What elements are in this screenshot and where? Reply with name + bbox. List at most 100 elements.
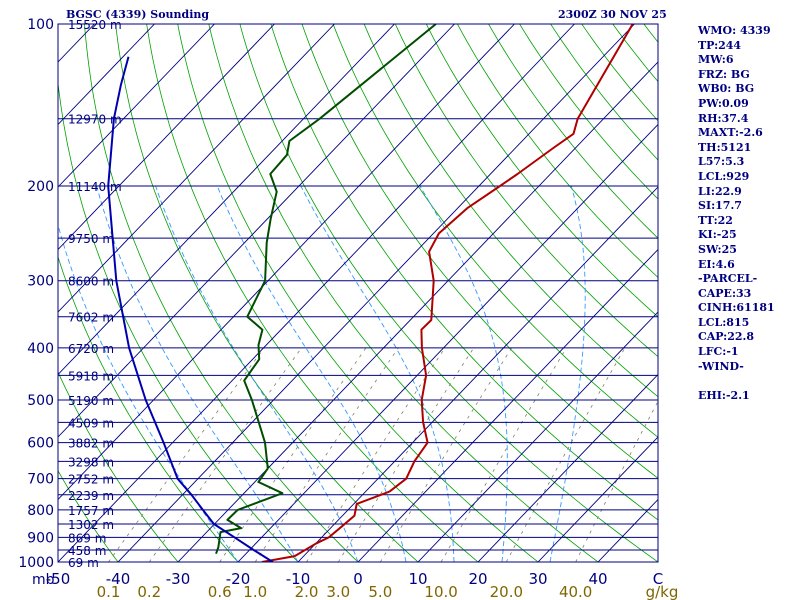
chart-timestamp: 2300Z 30 NOV 25 bbox=[558, 8, 667, 21]
moist-adiabat-line bbox=[96, 185, 299, 562]
height-label: 12970 m bbox=[68, 113, 122, 127]
index-item: KI:-25 bbox=[698, 228, 737, 242]
dry-adiabat-line bbox=[550, 24, 658, 161]
height-label: 7602 m bbox=[68, 311, 114, 325]
isotherm-line bbox=[58, 24, 575, 562]
dry-adiabat-line bbox=[58, 470, 119, 562]
pressure-tick-label: 1000 bbox=[18, 555, 54, 571]
height-label: 69 m bbox=[68, 556, 99, 570]
isotherm-line bbox=[58, 24, 215, 188]
height-label: 1757 m bbox=[68, 504, 114, 518]
dry-adiabat-line bbox=[519, 24, 658, 200]
isotherm-line bbox=[357, 248, 658, 562]
isotherm-line bbox=[58, 24, 455, 438]
height-label: 3882 m bbox=[68, 437, 114, 451]
dry-adiabat-line bbox=[488, 24, 658, 239]
plot-frame bbox=[57, 23, 659, 563]
isotherm-line bbox=[58, 24, 155, 126]
temperature-tick-label: 30 bbox=[528, 570, 547, 588]
index-item: CINH:61181 bbox=[698, 301, 775, 315]
dry-adiabat-line bbox=[332, 24, 658, 438]
mixing-ratio-label: 2.0 bbox=[295, 583, 319, 600]
mixing-ratio-lines bbox=[108, 347, 658, 562]
dry-adiabat-line bbox=[58, 255, 239, 562]
isotherms bbox=[58, 24, 658, 562]
pressure-tick-label: 200 bbox=[27, 179, 54, 195]
index-item: CAPE:33 bbox=[698, 286, 752, 300]
index-item: TP:244 bbox=[698, 38, 742, 52]
index-item: -PARCEL- bbox=[698, 272, 758, 286]
mixing-ratio-labels: 0.1 0.2 0.6 1.0 2.0 3.0 5.0 10.0 20.0 40.0 g/kg bbox=[97, 583, 679, 600]
temperature-tick-label: C bbox=[653, 570, 663, 588]
moist-adiabat-line bbox=[300, 185, 455, 562]
height-label: 1302 m bbox=[68, 518, 114, 532]
moist-adiabat-line bbox=[216, 185, 407, 562]
isobars bbox=[58, 23, 658, 563]
index-item: LCL:929 bbox=[698, 169, 750, 183]
index-item: LFC:-1 bbox=[698, 345, 739, 359]
temperature-tick-label: 0 bbox=[353, 570, 363, 588]
moist-adiabat-line bbox=[419, 185, 508, 562]
dry-adiabat-line bbox=[239, 24, 658, 562]
isotherm-line bbox=[58, 24, 515, 501]
temperature-tick-label: -30 bbox=[166, 570, 191, 588]
mixing-ratio-line bbox=[254, 347, 399, 562]
chart-title: BGSC (4339) Sounding bbox=[66, 8, 210, 21]
height-label: 3298 m bbox=[68, 455, 114, 469]
index-item: -WIND- bbox=[698, 359, 744, 373]
dry-adiabat-line bbox=[58, 371, 179, 562]
index-item: FRZ: BG bbox=[698, 67, 750, 81]
index-item: LCL:815 bbox=[698, 315, 750, 329]
index-item: L57:5.3 bbox=[698, 155, 745, 169]
mixing-ratio-label: 10.0 bbox=[424, 583, 457, 600]
temperature-tick-label: -50 bbox=[46, 570, 71, 588]
dry-adiabat-line bbox=[58, 80, 299, 562]
mixing-ratio-line bbox=[440, 347, 567, 562]
pressure-tick-label: 500 bbox=[27, 393, 54, 409]
temperature-tick-label: 20 bbox=[468, 570, 487, 588]
pressure-tick-label: 700 bbox=[27, 472, 54, 488]
index-item: TT:22 bbox=[698, 213, 733, 227]
dewpoint-trace bbox=[215, 24, 437, 555]
height-label: 458 m bbox=[68, 544, 106, 558]
pressure-unit-label: mb bbox=[32, 572, 55, 588]
dry-adiabat-line bbox=[146, 24, 479, 562]
temperature-tick-label: 10 bbox=[408, 570, 427, 588]
pressure-tick-label: 100 bbox=[27, 17, 54, 33]
index-item: WB0: BG bbox=[698, 82, 755, 96]
height-label: 869 m bbox=[68, 531, 106, 545]
index-item: MAXT:-2.6 bbox=[698, 126, 763, 140]
mixing-ratio-label: 1.0 bbox=[243, 583, 267, 600]
height-label: 15520 m bbox=[68, 18, 122, 32]
isotherm-line bbox=[58, 24, 275, 251]
height-labels: 15520 m 12970 m 11140 m 9750 m 8600 m 7602 m 6… bbox=[68, 18, 122, 570]
isotherm-line bbox=[58, 24, 395, 376]
sounding-traces bbox=[107, 24, 634, 562]
dry-adiabat-line bbox=[581, 24, 658, 122]
dry-adiabat-line bbox=[208, 24, 599, 562]
mixing-ratio-label: 20.0 bbox=[490, 583, 523, 600]
temperature-trace bbox=[261, 24, 634, 562]
isotherm-line bbox=[117, 24, 635, 562]
mixing-ratio-label: 0.6 bbox=[208, 583, 232, 600]
mixing-ratio-label: 5.0 bbox=[368, 583, 392, 600]
dry-adiabat-line bbox=[456, 24, 658, 278]
mixing-ratio-line bbox=[379, 347, 513, 562]
dry-adiabat-line bbox=[270, 24, 658, 521]
index-item: SW:25 bbox=[698, 242, 737, 256]
index-item: WMO: 4339 bbox=[698, 24, 771, 37]
mixing-ratio-label: 0.1 bbox=[97, 583, 121, 600]
height-label: 11140 m bbox=[68, 180, 122, 194]
isotherm-line bbox=[58, 24, 335, 313]
height-label: 2239 m bbox=[68, 489, 114, 503]
index-item: LI:22.9 bbox=[698, 184, 742, 198]
index-item: TH:5121 bbox=[698, 140, 752, 154]
dry-adiabat-line bbox=[84, 24, 359, 562]
temperature-tick-label: -20 bbox=[226, 570, 251, 588]
mixing-ratio-label: 3.0 bbox=[326, 583, 350, 600]
index-item bbox=[698, 374, 775, 389]
moist-adiabats bbox=[58, 185, 586, 562]
pressure-tick-label: 800 bbox=[27, 503, 54, 519]
height-label: 5918 m bbox=[68, 369, 114, 383]
